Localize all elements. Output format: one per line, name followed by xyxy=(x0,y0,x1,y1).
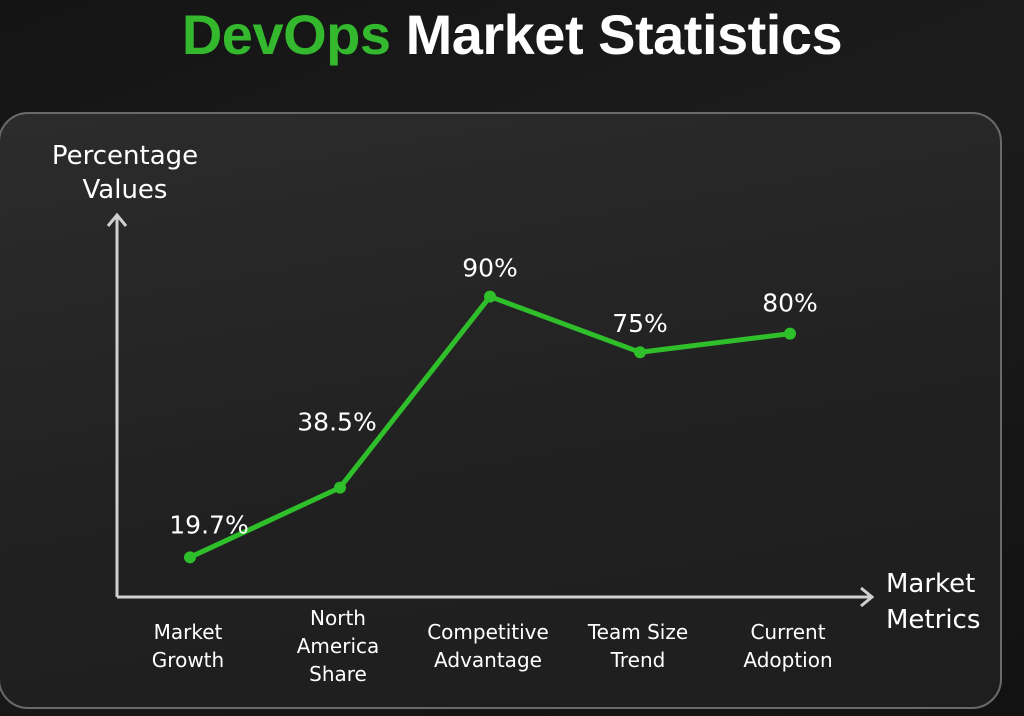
y-axis-label: Values xyxy=(83,175,168,205)
y-axis-label: Percentage xyxy=(52,141,198,171)
title-accent: DevOps xyxy=(181,3,391,66)
x-tick-label: Trend xyxy=(610,648,666,672)
x-tick-label: Current xyxy=(750,620,825,644)
x-axis-label: Metrics xyxy=(886,605,980,635)
data-label: 19.7% xyxy=(169,510,248,539)
data-label: 80% xyxy=(762,289,818,318)
y-axis-arrow-icon xyxy=(106,212,128,227)
page-title: DevOps Market Statistics xyxy=(0,2,1024,67)
x-tick-label: America xyxy=(297,634,380,658)
data-point xyxy=(184,551,196,564)
data-label: 75% xyxy=(612,309,668,338)
data-label: 38.5% xyxy=(297,408,376,437)
data-point xyxy=(634,346,646,359)
x-tick-label: Share xyxy=(309,662,367,686)
x-tick-label: Market xyxy=(154,620,223,644)
x-tick-label: Competitive xyxy=(427,620,549,644)
x-tick-label: Team Size xyxy=(587,620,688,644)
x-tick-label: Growth xyxy=(152,648,224,672)
chart-card xyxy=(0,112,1002,709)
x-tick-label: Advantage xyxy=(434,648,542,672)
x-tick-label: North xyxy=(310,606,366,630)
series-line xyxy=(188,294,791,560)
data-label: 90% xyxy=(462,254,518,283)
data-point xyxy=(484,290,496,303)
title-rest: Market Statistics xyxy=(405,3,843,66)
data-point xyxy=(334,481,346,494)
x-axis-label: Market xyxy=(886,569,975,599)
data-point xyxy=(784,327,796,340)
x-axis-arrow-icon xyxy=(860,586,875,608)
x-tick-label: Adoption xyxy=(743,648,832,672)
